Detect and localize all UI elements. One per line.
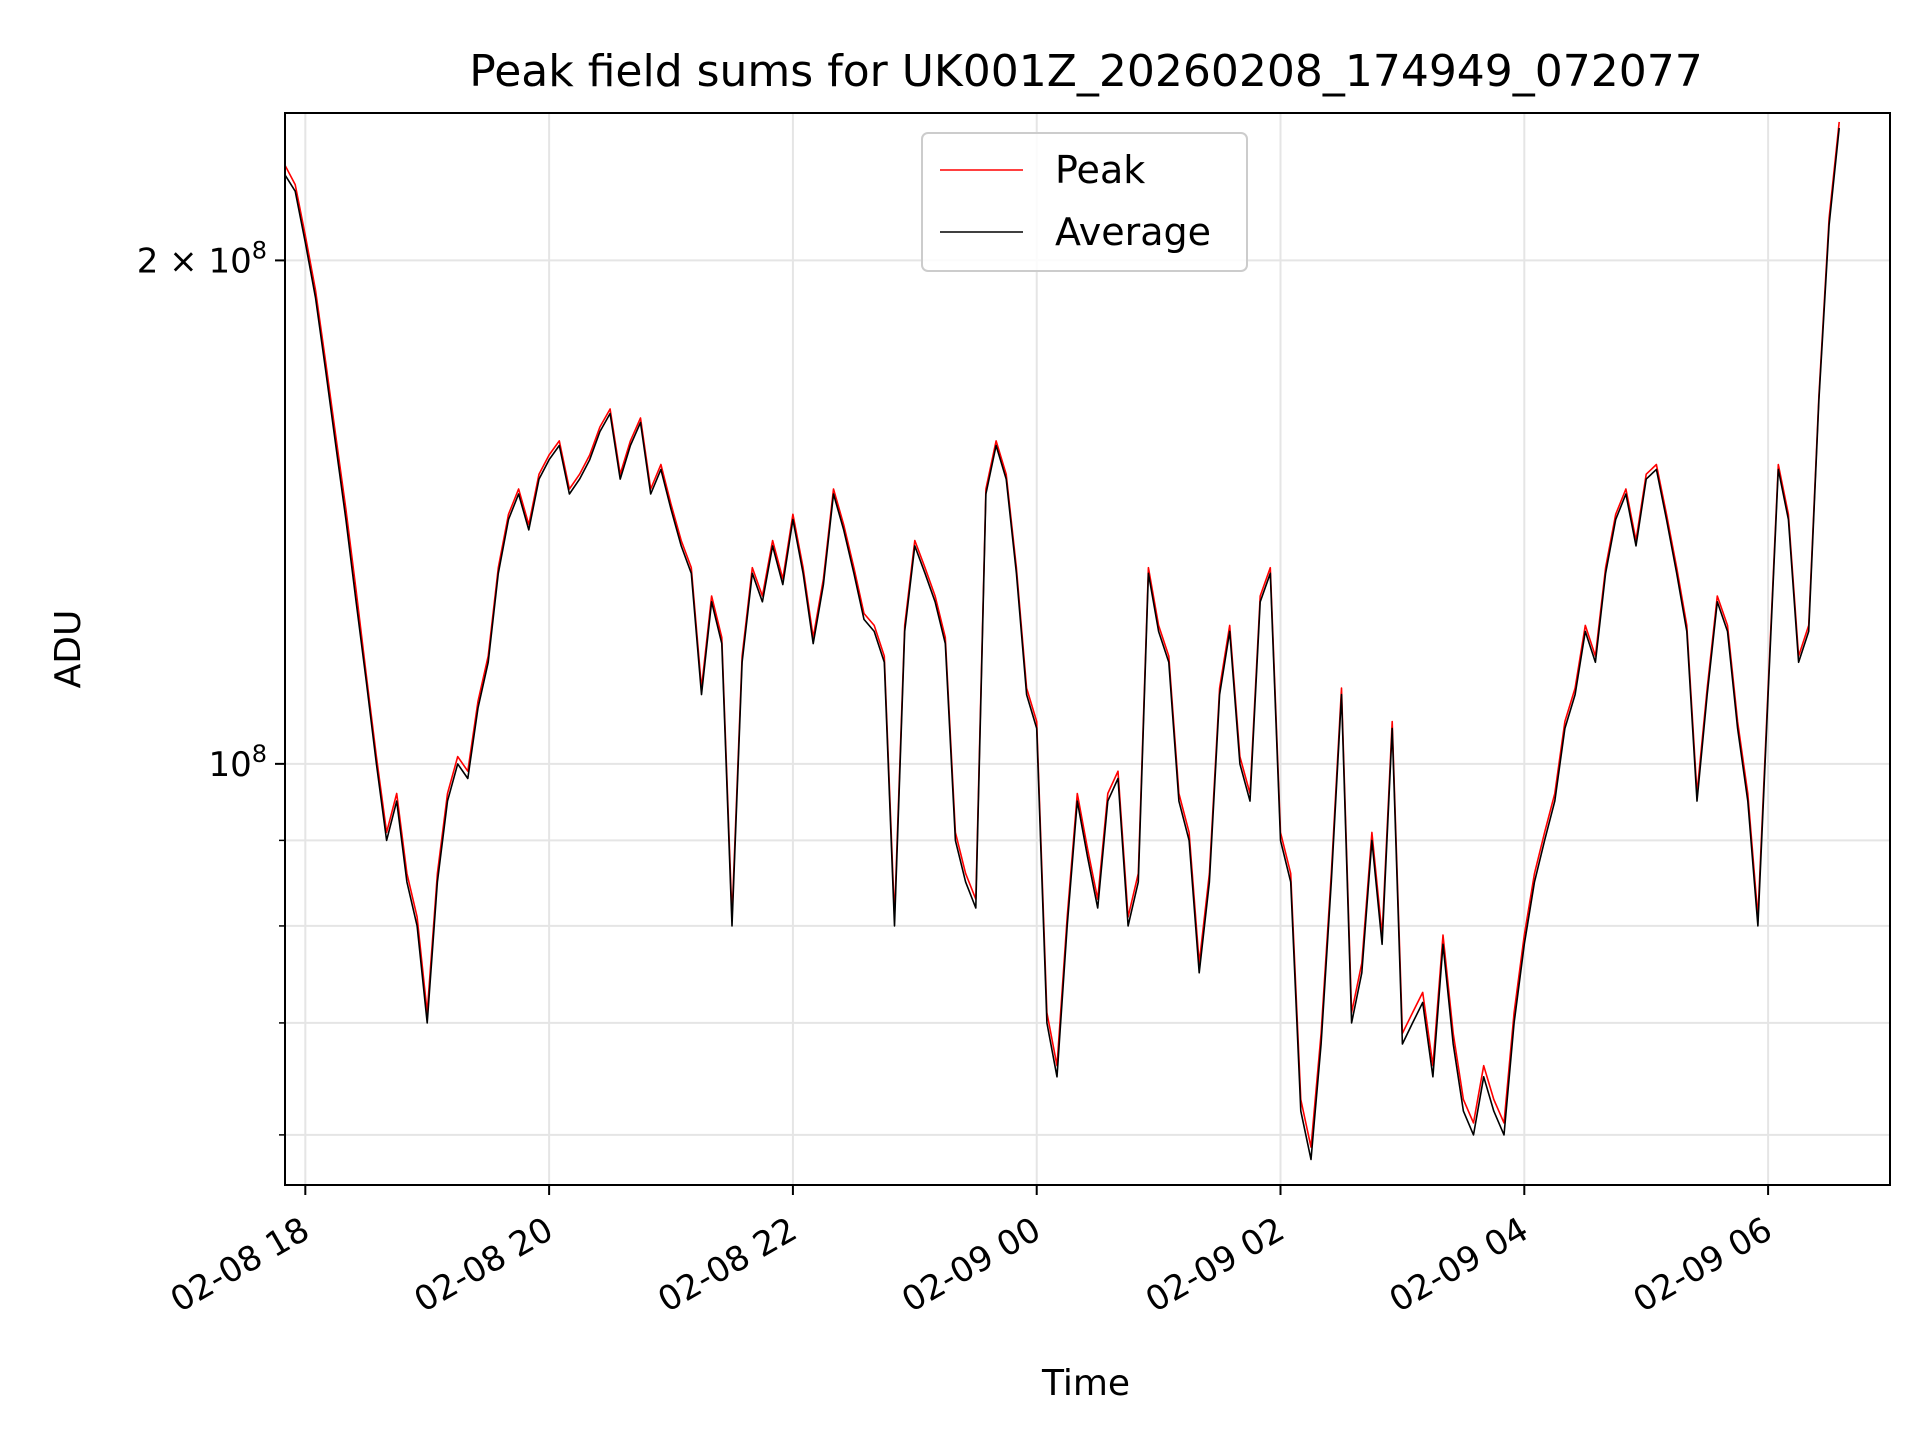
legend: Peak Average <box>921 132 1248 272</box>
x-axis-label: Time <box>1041 1363 1130 1404</box>
grid <box>285 113 1890 1185</box>
legend-box <box>921 132 1248 272</box>
y-axis: 2 × 108 108 <box>137 236 285 1136</box>
y-axis-label: ADU <box>48 610 89 689</box>
legend-label-peak: Peak <box>1055 148 1145 192</box>
y-tick-label: 108 <box>208 740 267 785</box>
chart-title: Peak field sums for UK001Z_20260208_1749… <box>469 46 1703 97</box>
y-tick-label: 2 × 108 <box>137 236 267 281</box>
plot-frame <box>284 112 1891 1186</box>
legend-label-average: Average <box>1055 210 1211 254</box>
series-layer <box>284 121 1840 1161</box>
series-line-average <box>284 127 1840 1161</box>
